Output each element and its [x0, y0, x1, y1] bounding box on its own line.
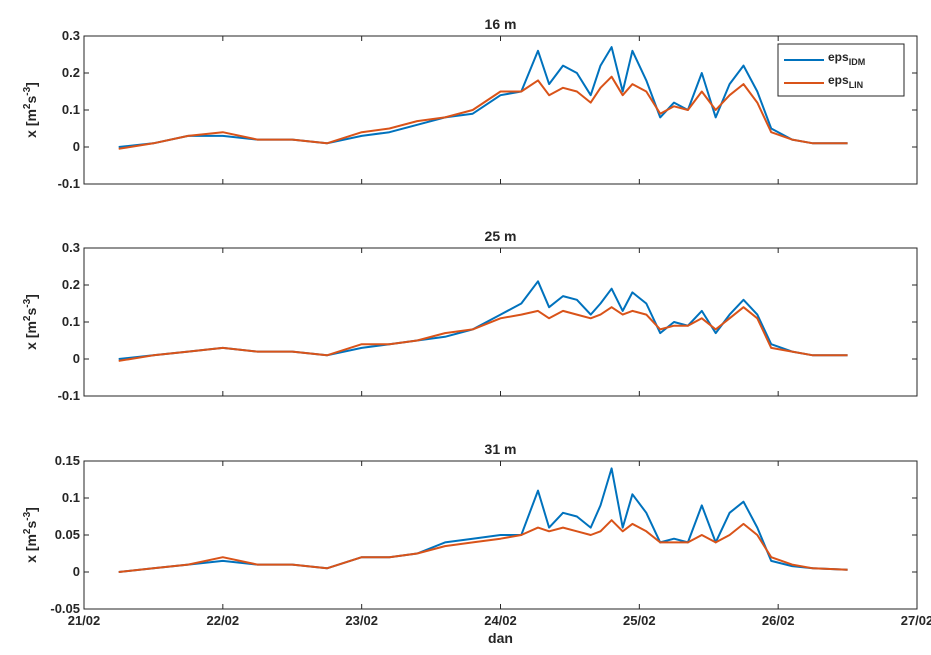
- x-tick-label: 24/02: [484, 613, 517, 628]
- y-tick-label: 0.2: [62, 65, 80, 80]
- y-tick-label: 0.1: [62, 102, 80, 117]
- y-tick-label: 0: [73, 564, 80, 579]
- x-tick-label: 26/02: [762, 613, 795, 628]
- y-tick-label: 0.1: [62, 490, 80, 505]
- chart-panel-3: 31 m -0.05 0 0.05 0.1 0.15 21/02 22/02 23/02 24/0…: [22, 441, 931, 646]
- legend-entry-IDM: epsIDM: [828, 50, 865, 67]
- y-tick-label: -0.1: [58, 388, 80, 403]
- plot-area-2: [83, 247, 918, 397]
- legend: epsIDM epsLIN: [777, 43, 905, 97]
- y-tick-label: -0.1: [58, 176, 80, 191]
- x-tick-label: 21/02: [68, 613, 101, 628]
- y-tick-label: 0: [73, 139, 80, 154]
- chart-panel-2: 25 m -0.1 0 0.1 0.2 0.3 x [m2s-3]: [22, 228, 918, 403]
- panel-title-2: 25 m: [485, 228, 517, 244]
- legend-entry-LIN: epsLIN: [828, 73, 863, 90]
- chart-panel-1: 16 m -0.1 0 0.1 0.2 0.3 x [m2s-3] epsIDM epsLIN: [22, 16, 918, 191]
- series-line-epsLIN-panel-1: [118, 75, 848, 150]
- panel-title-1: 16 m: [485, 16, 517, 32]
- x-tick-label: 27/02: [901, 613, 931, 628]
- y-tick-label: 0: [73, 351, 80, 366]
- y-tick-label: 0.1: [62, 314, 80, 329]
- y-axis-label-1: x [m2s-3]: [22, 82, 39, 138]
- y-tick-label: 0.2: [62, 277, 80, 292]
- panel-title-3: 31 m: [485, 441, 517, 457]
- series-line-epsLIN-panel-2: [118, 306, 848, 362]
- x-axis-label: dan: [488, 630, 513, 646]
- y-axis-label-3: x [m2s-3]: [22, 507, 39, 563]
- x-tick-label: 23/02: [345, 613, 378, 628]
- y-tick-label: 0.3: [62, 240, 80, 255]
- y-axis-label-2: x [m2s-3]: [22, 294, 39, 350]
- series-line-epsLIN-panel-3: [118, 519, 848, 573]
- y-tick-label: 0.15: [55, 453, 80, 468]
- y-tick-label: 0.05: [55, 527, 80, 542]
- legend-box: [777, 43, 905, 97]
- x-tick-label: 22/02: [207, 613, 240, 628]
- x-tick-label: 25/02: [623, 613, 656, 628]
- y-tick-label: 0.3: [62, 28, 80, 43]
- y-tick-label: -0.05: [50, 601, 80, 616]
